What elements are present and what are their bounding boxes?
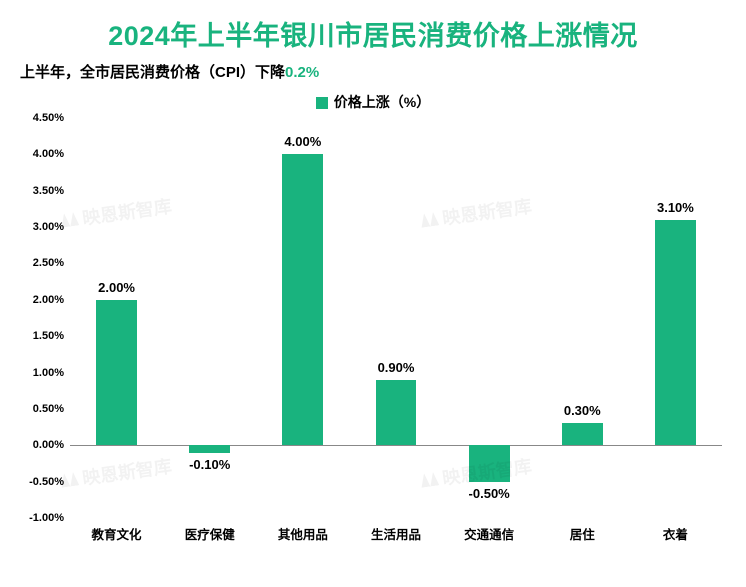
bar xyxy=(655,220,696,445)
y-tick-label: -0.50% xyxy=(29,476,64,488)
subtitle-prefix: 上半年，全市居民消费价格（CPI）下降 xyxy=(20,64,285,81)
bar xyxy=(282,154,323,445)
y-tick-label: 2.00% xyxy=(33,294,64,306)
x-tick-label: 其他用品 xyxy=(278,524,328,543)
subtitle-highlight: 0.2% xyxy=(285,64,319,81)
y-tick-label: 4.50% xyxy=(33,112,64,124)
x-tick-label: 交通通信 xyxy=(464,524,514,543)
zero-line xyxy=(70,445,722,446)
y-tick-label: -1.00% xyxy=(29,512,64,524)
plot-region: 2.00% -0.10% 4.00% 0.90% -0.50% 0.30% 3.10% xyxy=(70,118,722,518)
chart-subtitle: 上半年，全市居民消费价格（CPI）下降0.2% xyxy=(14,61,732,82)
y-tick-label: 1.50% xyxy=(33,330,64,342)
y-tick-label: 0.00% xyxy=(33,439,64,451)
x-tick-label: 居住 xyxy=(570,524,595,543)
x-tick-label: 衣着 xyxy=(663,524,688,543)
bar-value-label: -0.10% xyxy=(189,457,230,472)
y-tick-label: 3.50% xyxy=(33,185,64,197)
y-tick-label: 1.00% xyxy=(33,367,64,379)
chart-legend: 价格上涨（%） xyxy=(14,92,732,112)
bar-value-label: 0.30% xyxy=(564,403,601,418)
bar xyxy=(96,300,137,445)
legend-label: 价格上涨（%） xyxy=(334,94,430,110)
bar xyxy=(562,423,603,445)
x-tick-label: 生活用品 xyxy=(371,524,421,543)
legend-swatch xyxy=(316,97,328,109)
chart-container: 2024年上半年银川市居民消费价格上涨情况 上半年，全市居民消费价格（CPI）下… xyxy=(0,0,746,587)
chart-title: 2024年上半年银川市居民消费价格上涨情况 xyxy=(14,14,732,53)
x-axis-labels: 教育文化 医疗保健 其他用品 生活用品 交通通信 居住 衣着 xyxy=(70,518,722,548)
y-axis: -1.00%-0.50%0.00%0.50%1.00%1.50%2.00%2.5… xyxy=(14,118,70,518)
chart-plot-area: -1.00% -0.50% 0.00% 0.50% 1.00% 1.50% 2.00% 2.5… xyxy=(14,118,732,548)
bar xyxy=(376,380,417,445)
y-tick-label: 2.50% xyxy=(33,257,64,269)
bar xyxy=(189,445,230,452)
title-text: 2024年上半年银川市居民消费价格上涨情况 xyxy=(108,21,638,51)
bar-value-label: 0.90% xyxy=(378,360,415,375)
bar-value-label: -0.50% xyxy=(469,486,510,501)
bar xyxy=(469,445,510,481)
y-tick-label: 4.00% xyxy=(33,148,64,160)
bar-value-label: 2.00% xyxy=(98,280,135,295)
x-tick-label: 医疗保健 xyxy=(185,524,235,543)
y-tick-label: 3.00% xyxy=(33,221,64,233)
bar-value-label: 3.10% xyxy=(657,200,694,215)
bar-value-label: 4.00% xyxy=(284,134,321,149)
x-tick-label: 教育文化 xyxy=(92,524,142,543)
y-tick-label: 0.50% xyxy=(33,403,64,415)
